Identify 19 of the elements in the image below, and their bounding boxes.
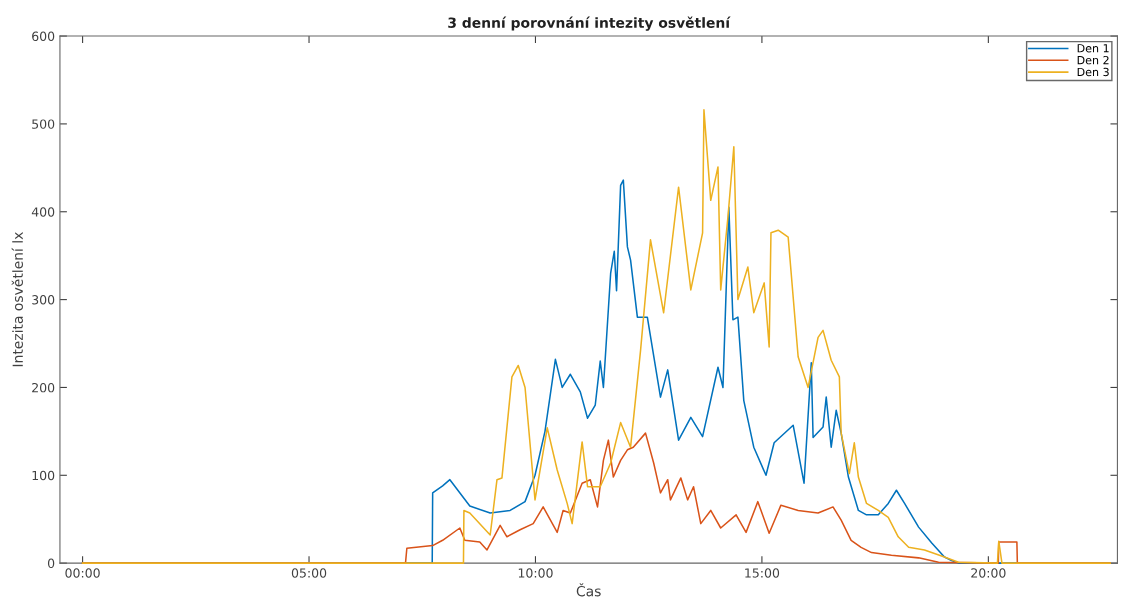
y-tick-label: 600: [32, 31, 55, 41]
y-axis-title: Intezita osvětlení lx: [11, 232, 23, 367]
x-tick-label: 20:00: [971, 568, 1006, 578]
line-series: [81, 109, 1111, 564]
y-tick-label: 200: [32, 382, 55, 393]
chart-title: 3 denní porovnání intezity osvětlení: [448, 16, 731, 31]
legend-label: Den 3: [1077, 67, 1109, 77]
y-tick-label: 300: [32, 295, 55, 305]
y-tick-label: 500: [32, 119, 55, 129]
y-tick-label: 400: [31, 207, 55, 217]
y-tick-label: 0: [47, 558, 55, 569]
x-axis-title: Čas: [576, 583, 601, 597]
legend-label: Den 2: [1077, 55, 1109, 65]
x-tick-label: 05:00: [291, 568, 327, 578]
x-tick-label: 15:00: [745, 568, 780, 578]
y-tick-label: 100: [32, 470, 55, 481]
x-tick-label: 10:00: [518, 568, 553, 578]
x-tick-label: 00:00: [65, 568, 100, 578]
legend-label: Den 1: [1077, 44, 1109, 53]
